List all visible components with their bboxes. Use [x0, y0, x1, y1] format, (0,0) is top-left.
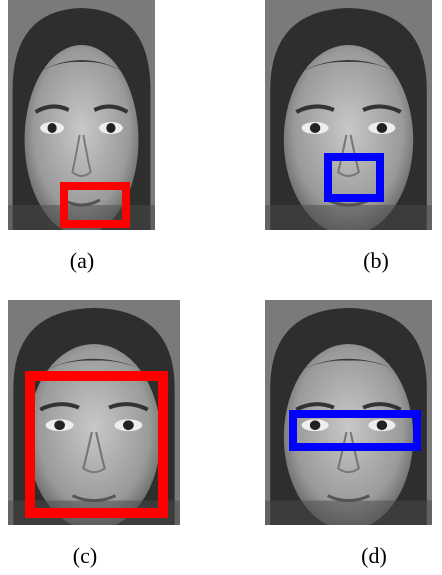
panel-c: (c) [8, 300, 180, 568]
page: (a) (b) (c) (d) (() => { const data = JS… [0, 0, 442, 575]
figure: (a) (b) (c) (d) [0, 0, 442, 575]
panel-a: (a) [8, 0, 155, 273]
face-image [8, 0, 155, 235]
panel-label: (d) [361, 543, 387, 568]
panel-b: (b) [265, 0, 432, 273]
panel-label: (c) [73, 543, 97, 568]
panel-d: (d) [265, 300, 432, 568]
panel-label: (b) [363, 248, 389, 273]
panel-label: (a) [70, 248, 94, 273]
